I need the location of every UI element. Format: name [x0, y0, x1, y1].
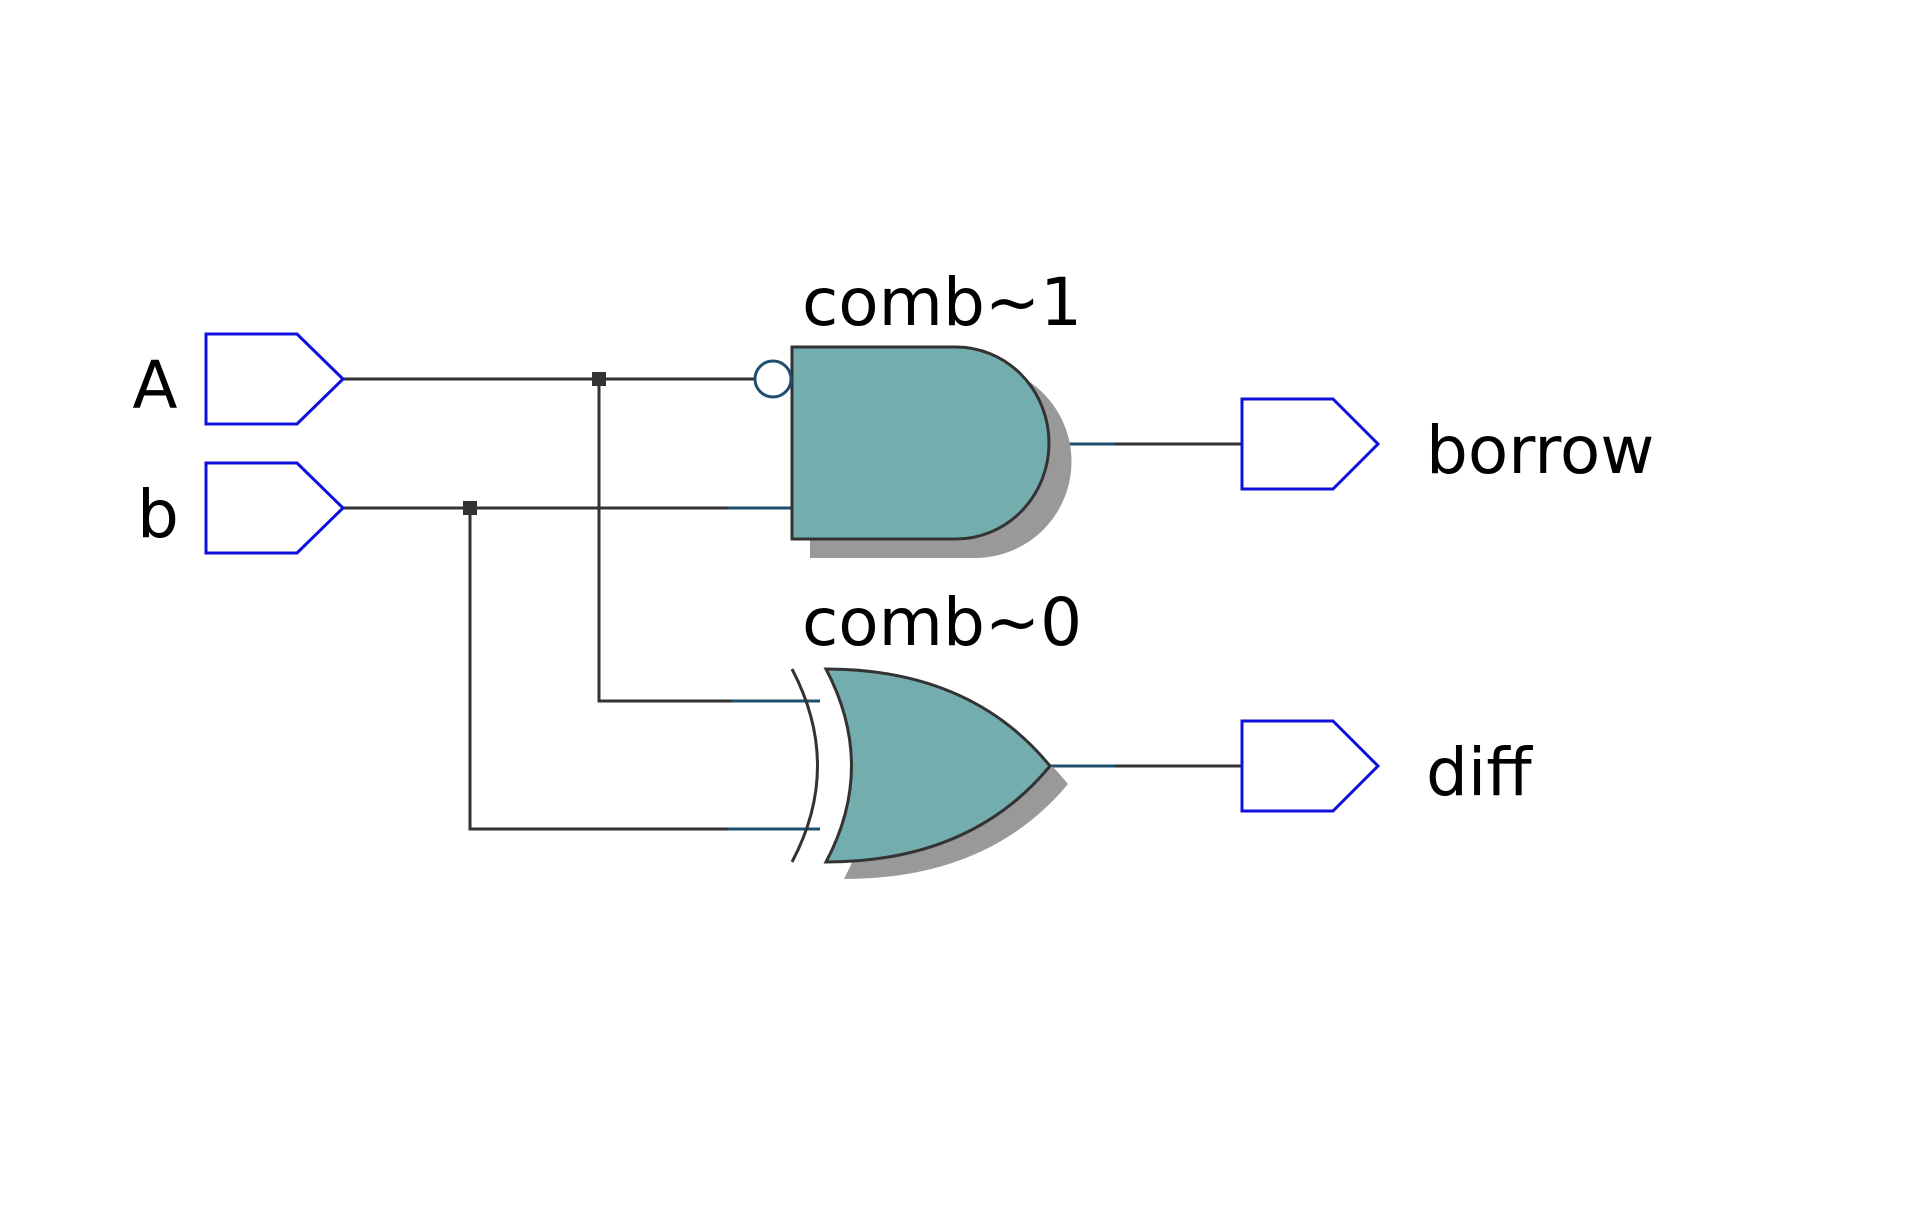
wire-b-to-xor[interactable]	[468, 508, 728, 831]
output-port-diff[interactable]	[1240, 719, 1381, 813]
wires	[343, 377, 1242, 831]
xor-gate-comb-0[interactable]	[790, 667, 1068, 879]
port-b-shape	[204, 461, 346, 555]
port-a-shape	[204, 332, 346, 426]
inversion-bubble	[753, 359, 793, 399]
and-gate-comb-1[interactable]	[753, 345, 1072, 558]
output-label-diff: diff	[1426, 734, 1533, 811]
input-label-a: A	[132, 347, 177, 424]
output-label-borrow: borrow	[1426, 412, 1654, 489]
xor-gate-body	[823, 667, 1052, 864]
gate-label-comb-0: comb~0	[802, 584, 1082, 661]
and-gate-body	[790, 345, 1051, 541]
junction-a	[592, 372, 606, 386]
output-port-borrow[interactable]	[1240, 397, 1381, 491]
input-port-a[interactable]	[204, 332, 346, 426]
gate-label-comb-1: comb~1	[802, 264, 1082, 341]
junction-b	[463, 501, 477, 515]
input-port-b[interactable]	[204, 461, 346, 555]
port-borrow-shape	[1240, 397, 1381, 491]
port-diff-shape	[1240, 719, 1381, 813]
wire-a-to-xor[interactable]	[597, 379, 732, 703]
input-label-b: b	[137, 476, 179, 553]
xor-input-arc	[790, 668, 819, 863]
